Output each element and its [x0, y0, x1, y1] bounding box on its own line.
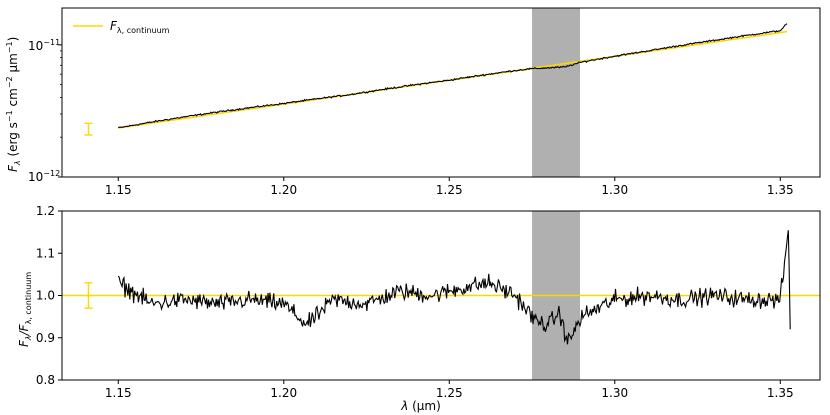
bottom-xtick-label-0: 1.15	[105, 386, 132, 400]
legend: Fλ, continuum	[73, 19, 170, 35]
top-shaded-band-layer	[532, 8, 581, 177]
top-ytick-label-1e-12: 10−12	[28, 169, 60, 184]
top-series-layer	[117, 23, 788, 129]
top-axes-frame	[61, 7, 821, 178]
legend-label-continuum: Fλ, continuum	[110, 19, 170, 35]
top-xtick-label-1: 1.20	[270, 183, 297, 197]
bottom-ytick-label-1: 0.9	[36, 331, 55, 345]
bottom-ytick-label-0: 0.8	[36, 373, 55, 387]
top-yticks	[58, 44, 62, 178]
bottom-xtick-label-4: 1.35	[767, 386, 794, 400]
bottom-ratio-line	[117, 230, 791, 345]
top-xtick-label-3: 1.30	[601, 183, 628, 197]
top-shaded-band	[532, 8, 581, 177]
bottom-ytick-label-3: 1.1	[36, 246, 55, 260]
bottom-ytick-label-4: 1.2	[36, 204, 55, 218]
bottom-series-layer	[117, 230, 791, 345]
top-y-axis-label: Fλ (erg s−1 cm−2 μm−1)	[5, 37, 22, 172]
bottom-y-axis-label: Fλ/Fλ, continuum	[17, 272, 33, 347]
top-xtick-label-4: 1.35	[767, 183, 794, 197]
bottom-x-axis-label: λ (μm)	[400, 399, 441, 413]
top-xtick-label-0: 1.15	[105, 183, 132, 197]
top-panel: 1.15 1.20 1.25 1.30 1.35 10−11 10−12 Fλ (erg…	[5, 7, 821, 197]
bottom-xticks: 1.15 1.20 1.25 1.30 1.35	[105, 380, 794, 400]
bottom-xtick-label-3: 1.30	[601, 386, 628, 400]
top-ytick-label-1e-11: 10−11	[28, 38, 60, 53]
bottom-panel: 1.15 1.20 1.25 1.30 1.35 0.8 0.9 1.0 1.1 1.2 Fλ/…	[17, 204, 821, 413]
bottom-yticks: 0.8 0.9 1.0 1.1 1.2	[36, 204, 62, 387]
top-xticks: 1.15 1.20 1.25 1.30 1.35	[105, 177, 794, 197]
bottom-errorbar-layer	[84, 282, 93, 309]
bottom-ytick-label-2: 1.0	[36, 289, 55, 303]
bottom-xtick-label-1: 1.20	[270, 386, 297, 400]
top-spectrum-line	[117, 23, 788, 129]
top-xtick-label-2: 1.25	[436, 183, 463, 197]
top-errorbar-layer	[84, 122, 93, 136]
bottom-xtick-label-2: 1.25	[436, 386, 463, 400]
